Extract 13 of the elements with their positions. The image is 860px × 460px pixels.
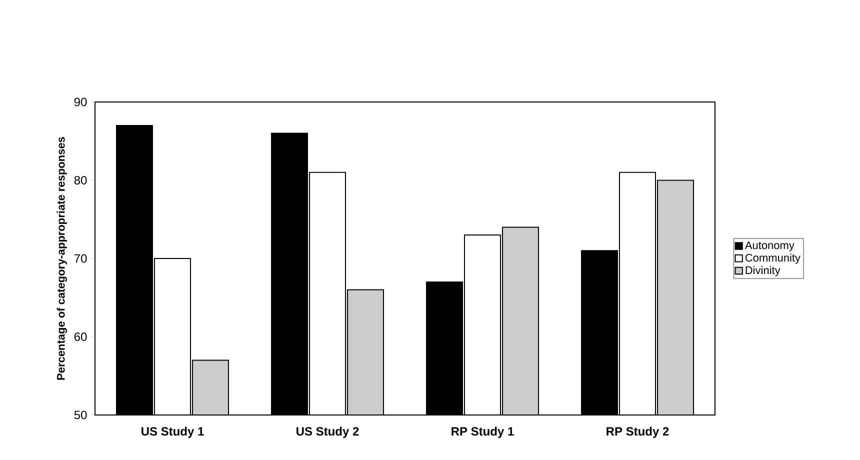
x-tick-label: US Study 1: [142, 426, 204, 438]
y-tick-label: 90: [74, 98, 87, 106]
x-tick-label: RP Study 1: [452, 426, 514, 438]
y-tick-label: 50: [74, 410, 87, 420]
y-tick-label: 60: [74, 332, 87, 341]
y-tick-label: 70: [74, 254, 87, 263]
x-tick-label: US Study 2: [296, 426, 359, 438]
legend-label: Divinity: [746, 266, 780, 276]
y-tick-label: 80: [74, 176, 87, 184]
y-axis-title: Percentage of category-appropriate responses: [56, 137, 67, 380]
x-tick-label: RP Study 2: [606, 426, 669, 438]
legend-label: Community: [745, 254, 800, 264]
legend-label: Autonomy: [744, 241, 794, 252]
